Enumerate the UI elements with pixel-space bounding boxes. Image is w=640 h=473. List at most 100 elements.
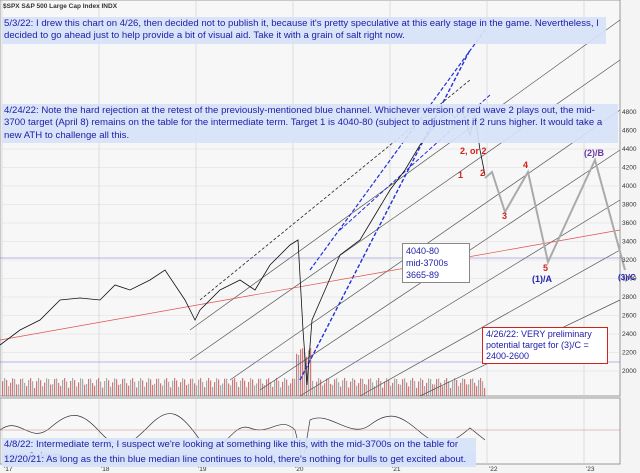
volume-bar [348,387,350,396]
price-tick-label: 4000 [622,183,637,190]
volume-bar [298,355,300,396]
volume-bar [42,386,44,396]
volume-bar [238,387,240,396]
volume-bar [78,382,80,396]
volume-bar [266,379,268,396]
volume-bar [336,378,338,396]
volume-bar [16,384,18,396]
volume [2,348,486,396]
volume-bar [100,381,102,396]
price-tick-label: 3600 [622,220,637,227]
volume-bar [330,383,332,396]
volume-bar [476,386,478,396]
volume-bar [94,385,96,396]
volume-bar [442,386,444,396]
chart-title: $SPX S&P 500 Large Cap Index INDX [3,3,118,10]
volume-bar [316,381,318,396]
target: mid-3700s [406,258,449,268]
volume-bar [478,379,480,396]
volume-bar [304,352,306,396]
annotation: 5/3/22: I drew this chart on 4/26, then … [2,17,606,44]
volume-bar [96,379,98,396]
volume-bar [426,382,428,396]
volume-bar [154,383,156,396]
target-note: 4/26/22: VERY preliminary potential targ… [482,327,608,364]
volume-bar [246,387,248,396]
volume-bar [140,378,142,396]
volume-bar [156,378,158,396]
volume-bar [22,378,24,396]
volume-bar [26,386,28,396]
volume-bar [288,385,290,396]
volume-bar [54,378,56,396]
volume-bar [484,387,486,396]
volume-bar [150,379,152,396]
volume-bar [32,381,34,396]
wave-label: 3 [502,211,508,221]
volume-bar [424,386,426,396]
volume-bar [430,378,432,396]
time-axis: '17 '18 '19 '20 '21 '22 '23 [4,466,595,473]
volume-bar [148,378,150,396]
volume-bar [332,384,334,396]
volume-bar [66,381,68,396]
volume-bar [128,385,130,396]
volume-bar [264,385,266,396]
volume-bar [130,379,132,396]
price-tick-label: 3200 [622,257,637,264]
volume-bar [68,387,70,396]
volume-bar [286,379,288,396]
volume-bar [240,380,242,396]
volume-bar [368,379,370,396]
volume-bar [208,378,210,396]
volume-bar [166,378,168,396]
volume-bar [188,383,190,396]
volume-bar [462,378,464,396]
volume-bar [38,378,40,396]
volume-bar [198,379,200,396]
time-tick-label: '23 [586,466,595,473]
volume-bar [20,379,22,396]
volume-bar [82,379,84,396]
volume-bar [294,378,296,396]
volume-bar [472,378,474,396]
volume-bar [110,386,112,396]
volume-bar [456,380,458,396]
volume-bar [422,379,424,396]
volume-bar [340,386,342,396]
volume-bar [428,378,430,396]
volume-bar [418,381,420,396]
annotation: 12/20/21: As long as the thin blue media… [2,453,476,468]
volume-bar [104,380,106,396]
volume-bar [434,384,436,396]
volume-bar [224,378,226,396]
volume-bar [226,378,228,396]
wave-label: (1)/A [532,274,552,284]
volume-bar [86,384,88,396]
time-tick-label: '18 [101,466,110,473]
volume-bar [92,383,94,396]
volume-bar [184,379,186,396]
volume-bar [328,378,330,396]
volume-bar [64,378,66,396]
volume-bar [308,350,310,396]
volume-bar [206,380,208,396]
volume-bar [270,382,272,396]
volume-bar [394,378,396,396]
volume-bar [242,378,244,396]
volume-bar [350,381,352,396]
volume-bar [50,384,52,396]
volume-bar [346,380,348,396]
volume-bar [244,380,246,396]
volume-bar [436,379,438,396]
volume-bar [160,383,162,396]
volume-bar [90,378,92,396]
volume-bar [388,379,390,396]
price-tick-label: 4800 [622,109,637,116]
volume-bar [114,378,116,396]
volume-bar [102,387,104,396]
volume-bar [320,379,322,396]
price-axis: 4800 4600 4400 4200 4000 3800 3600 3400 3200 3000… [622,109,637,375]
wave-label: 4 [523,160,529,170]
